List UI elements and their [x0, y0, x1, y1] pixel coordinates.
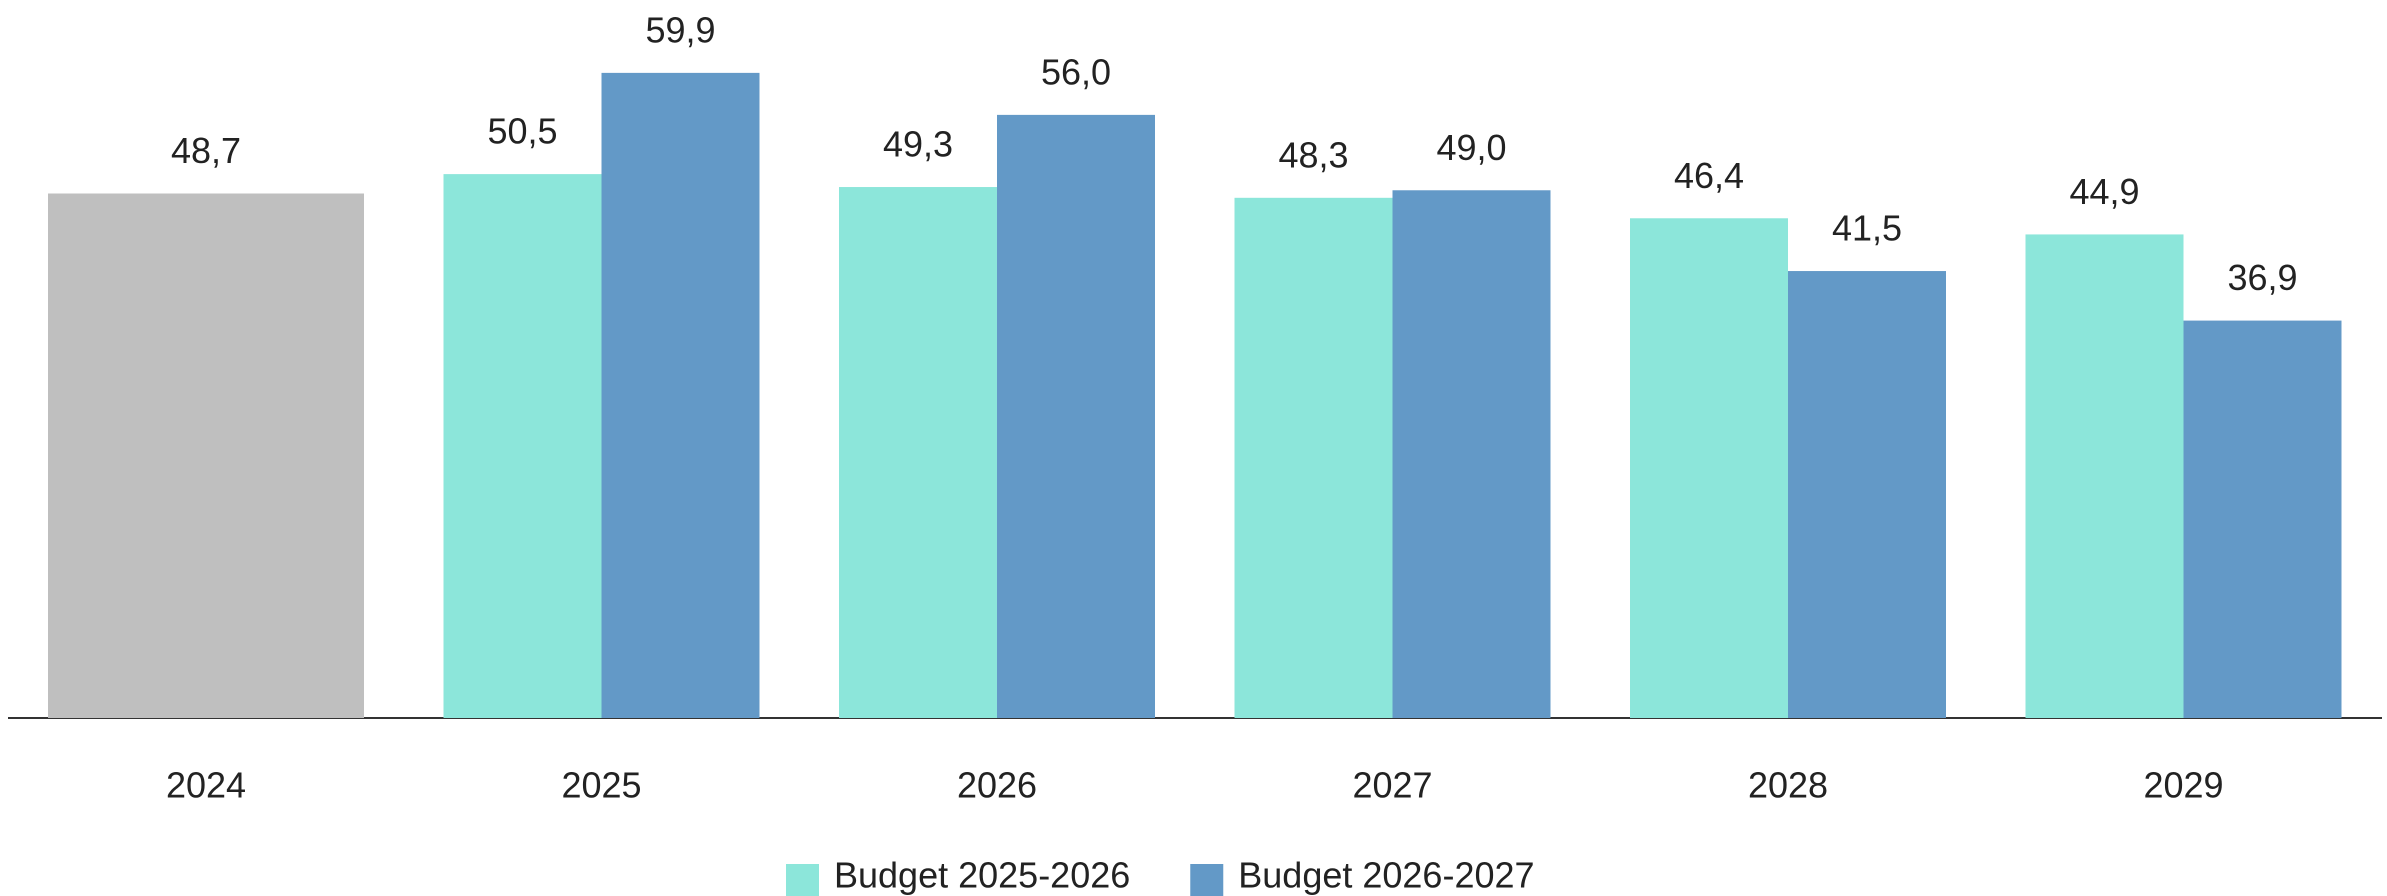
value-label: 50,5	[487, 111, 557, 152]
value-label: 49,3	[883, 124, 953, 165]
value-label: 36,9	[2227, 257, 2297, 298]
value-label: 48,7	[171, 130, 241, 171]
bar	[48, 193, 364, 719]
legend-swatch	[786, 864, 819, 896]
value-label: 46,4	[1674, 155, 1744, 196]
value-label: 48,3	[1278, 134, 1348, 175]
bar	[1392, 190, 1551, 718]
bar	[443, 174, 602, 719]
value-label: 56,0	[1041, 51, 1111, 92]
bar	[1788, 271, 1946, 718]
legend-label: Budget 2025-2026	[834, 855, 1130, 896]
bar	[2025, 234, 2184, 718]
bar	[839, 187, 997, 718]
x-tick-label: 2026	[957, 765, 1037, 806]
bar	[1630, 218, 1788, 718]
bar	[601, 72, 760, 718]
x-tick-label: 2027	[1352, 765, 1432, 806]
bar	[1234, 197, 1393, 718]
legend-swatch	[1190, 864, 1224, 896]
bar	[997, 114, 1155, 718]
x-tick-label: 2024	[166, 765, 246, 806]
value-label: 41,5	[1832, 208, 1902, 249]
value-label: 59,9	[645, 9, 715, 50]
bar	[2183, 320, 2342, 718]
value-label: 49,0	[1436, 127, 1506, 168]
legend-label: Budget 2026-2027	[1238, 855, 1534, 896]
x-tick-label: 2025	[561, 765, 641, 806]
value-label: 44,9	[2069, 171, 2139, 212]
x-tick-label: 2029	[2143, 765, 2223, 806]
x-tick-label: 2028	[1748, 765, 1828, 806]
